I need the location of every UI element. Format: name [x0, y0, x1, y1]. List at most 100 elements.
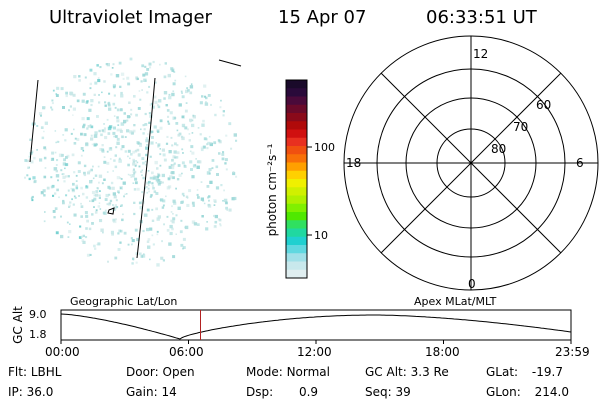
aurora-pixel: [98, 101, 101, 104]
aurora-pixel: [106, 63, 110, 67]
aurora-pixel: [151, 219, 155, 222]
aurora-pixel: [169, 175, 173, 179]
aurora-pixel: [222, 200, 224, 202]
aurora-pixel: [188, 133, 191, 135]
aurora-pixel: [170, 211, 173, 213]
status-key: IP:: [8, 385, 23, 399]
aurora-pixel: [149, 103, 153, 106]
aurora-pixel: [43, 156, 47, 160]
aurora-pixel: [225, 206, 228, 210]
coastline-outline: [107, 207, 115, 215]
aurora-pixel: [186, 203, 190, 207]
aurora-pixel: [75, 186, 79, 190]
timeline-right-title: Apex MLat/MLT: [414, 295, 497, 308]
aurora-pixel: [80, 147, 84, 150]
aurora-pixel: [155, 192, 159, 195]
aurora-pixel: [173, 71, 176, 73]
aurora-pixel: [103, 178, 106, 181]
status-value: LBHL: [30, 365, 62, 379]
status-value: 14: [161, 385, 177, 399]
aurora-pixel: [76, 138, 80, 141]
aurora-pixel: [55, 164, 58, 166]
aurora-pixel: [147, 133, 149, 135]
aurora-pixel: [142, 229, 145, 233]
aurora-pixel: [156, 217, 160, 221]
aurora-pixel: [232, 171, 235, 174]
aurora-pixel: [91, 179, 93, 182]
colorbar-segment: [286, 195, 307, 205]
aurora-pixel: [165, 104, 168, 107]
aurora-pixel: [58, 196, 60, 199]
aurora-pixel: [84, 76, 87, 79]
aurora-pixel: [146, 227, 150, 232]
aurora-pixel: [89, 68, 93, 72]
aurora-pixel: [54, 192, 57, 195]
colorbar-segment: [286, 146, 307, 155]
aurora-pixel: [68, 109, 70, 112]
aurora-pixel: [117, 124, 120, 126]
aurora-pixel: [130, 237, 133, 240]
status-value: 36.0: [26, 385, 54, 399]
aurora-pixel: [73, 213, 77, 217]
aurora-pixel: [216, 173, 219, 176]
aurora-pixel: [109, 199, 113, 203]
aurora-pixel: [104, 101, 107, 104]
aurora-pixel: [65, 91, 68, 95]
aurora-pixel: [31, 199, 34, 202]
aurora-pixel: [87, 171, 90, 175]
aurora-pixel: [91, 199, 95, 203]
aurora-pixel: [85, 236, 88, 239]
colorbar: [286, 80, 307, 279]
aurora-pixel: [124, 193, 126, 195]
aurora-pixel: [204, 102, 209, 106]
aurora-pixel: [62, 201, 65, 205]
aurora-pixel: [157, 179, 161, 182]
aurora-pixel: [102, 129, 106, 133]
aurora-pixel: [133, 188, 137, 191]
aurora-pixel: [205, 227, 209, 231]
aurora-pixel: [55, 231, 59, 235]
aurora-pixel: [156, 104, 159, 107]
aurora-pixel: [126, 129, 130, 133]
aurora-pixel: [197, 127, 200, 129]
aurora-pixel: [100, 228, 104, 232]
aurora-pixel: [33, 156, 36, 160]
aurora-pixel: [40, 114, 42, 117]
aurora-pixel: [188, 189, 192, 193]
aurora-pixel: [180, 90, 183, 93]
aurora-pixel: [62, 199, 65, 203]
timeline-x-tick-label: 12:00: [297, 345, 332, 359]
aurora-pixel: [130, 113, 133, 116]
aurora-pixel: [108, 92, 111, 95]
timeline-x-tick-label: 00:00: [45, 345, 80, 359]
timeline-x-tick-label: 18:00: [425, 345, 460, 359]
aurora-pixel: [54, 207, 58, 210]
aurora-pixel: [221, 157, 225, 161]
aurora-pixel: [44, 167, 47, 169]
aurora-pixel: [78, 79, 81, 82]
aurora-pixel: [30, 197, 33, 200]
status-gain: Gain: 14: [126, 386, 177, 398]
aurora-pixel: [113, 159, 116, 162]
aurora-pixel: [163, 223, 165, 226]
aurora-pixel: [111, 232, 114, 236]
aurora-pixel: [214, 200, 217, 203]
aurora-pixel: [43, 146, 47, 150]
aurora-pixel: [86, 127, 89, 130]
aurora-pixel: [126, 193, 128, 195]
aurora-pixel: [102, 231, 104, 234]
aurora-pixel: [171, 69, 175, 72]
aurora-pixel: [30, 160, 34, 164]
aurora-pixel: [91, 190, 96, 195]
aurora-pixel: [55, 94, 59, 97]
aurora-pixel: [80, 215, 83, 218]
aurora-pixel: [97, 79, 101, 83]
aurora-pixel: [206, 221, 208, 223]
aurora-pixel: [196, 165, 200, 169]
aurora-pixel: [130, 176, 133, 178]
aurora-pixel: [116, 137, 120, 141]
aurora-pixel: [218, 140, 222, 144]
aurora-pixel: [207, 204, 212, 208]
aurora-pixel: [99, 147, 103, 151]
aurora-pixel: [140, 170, 143, 173]
